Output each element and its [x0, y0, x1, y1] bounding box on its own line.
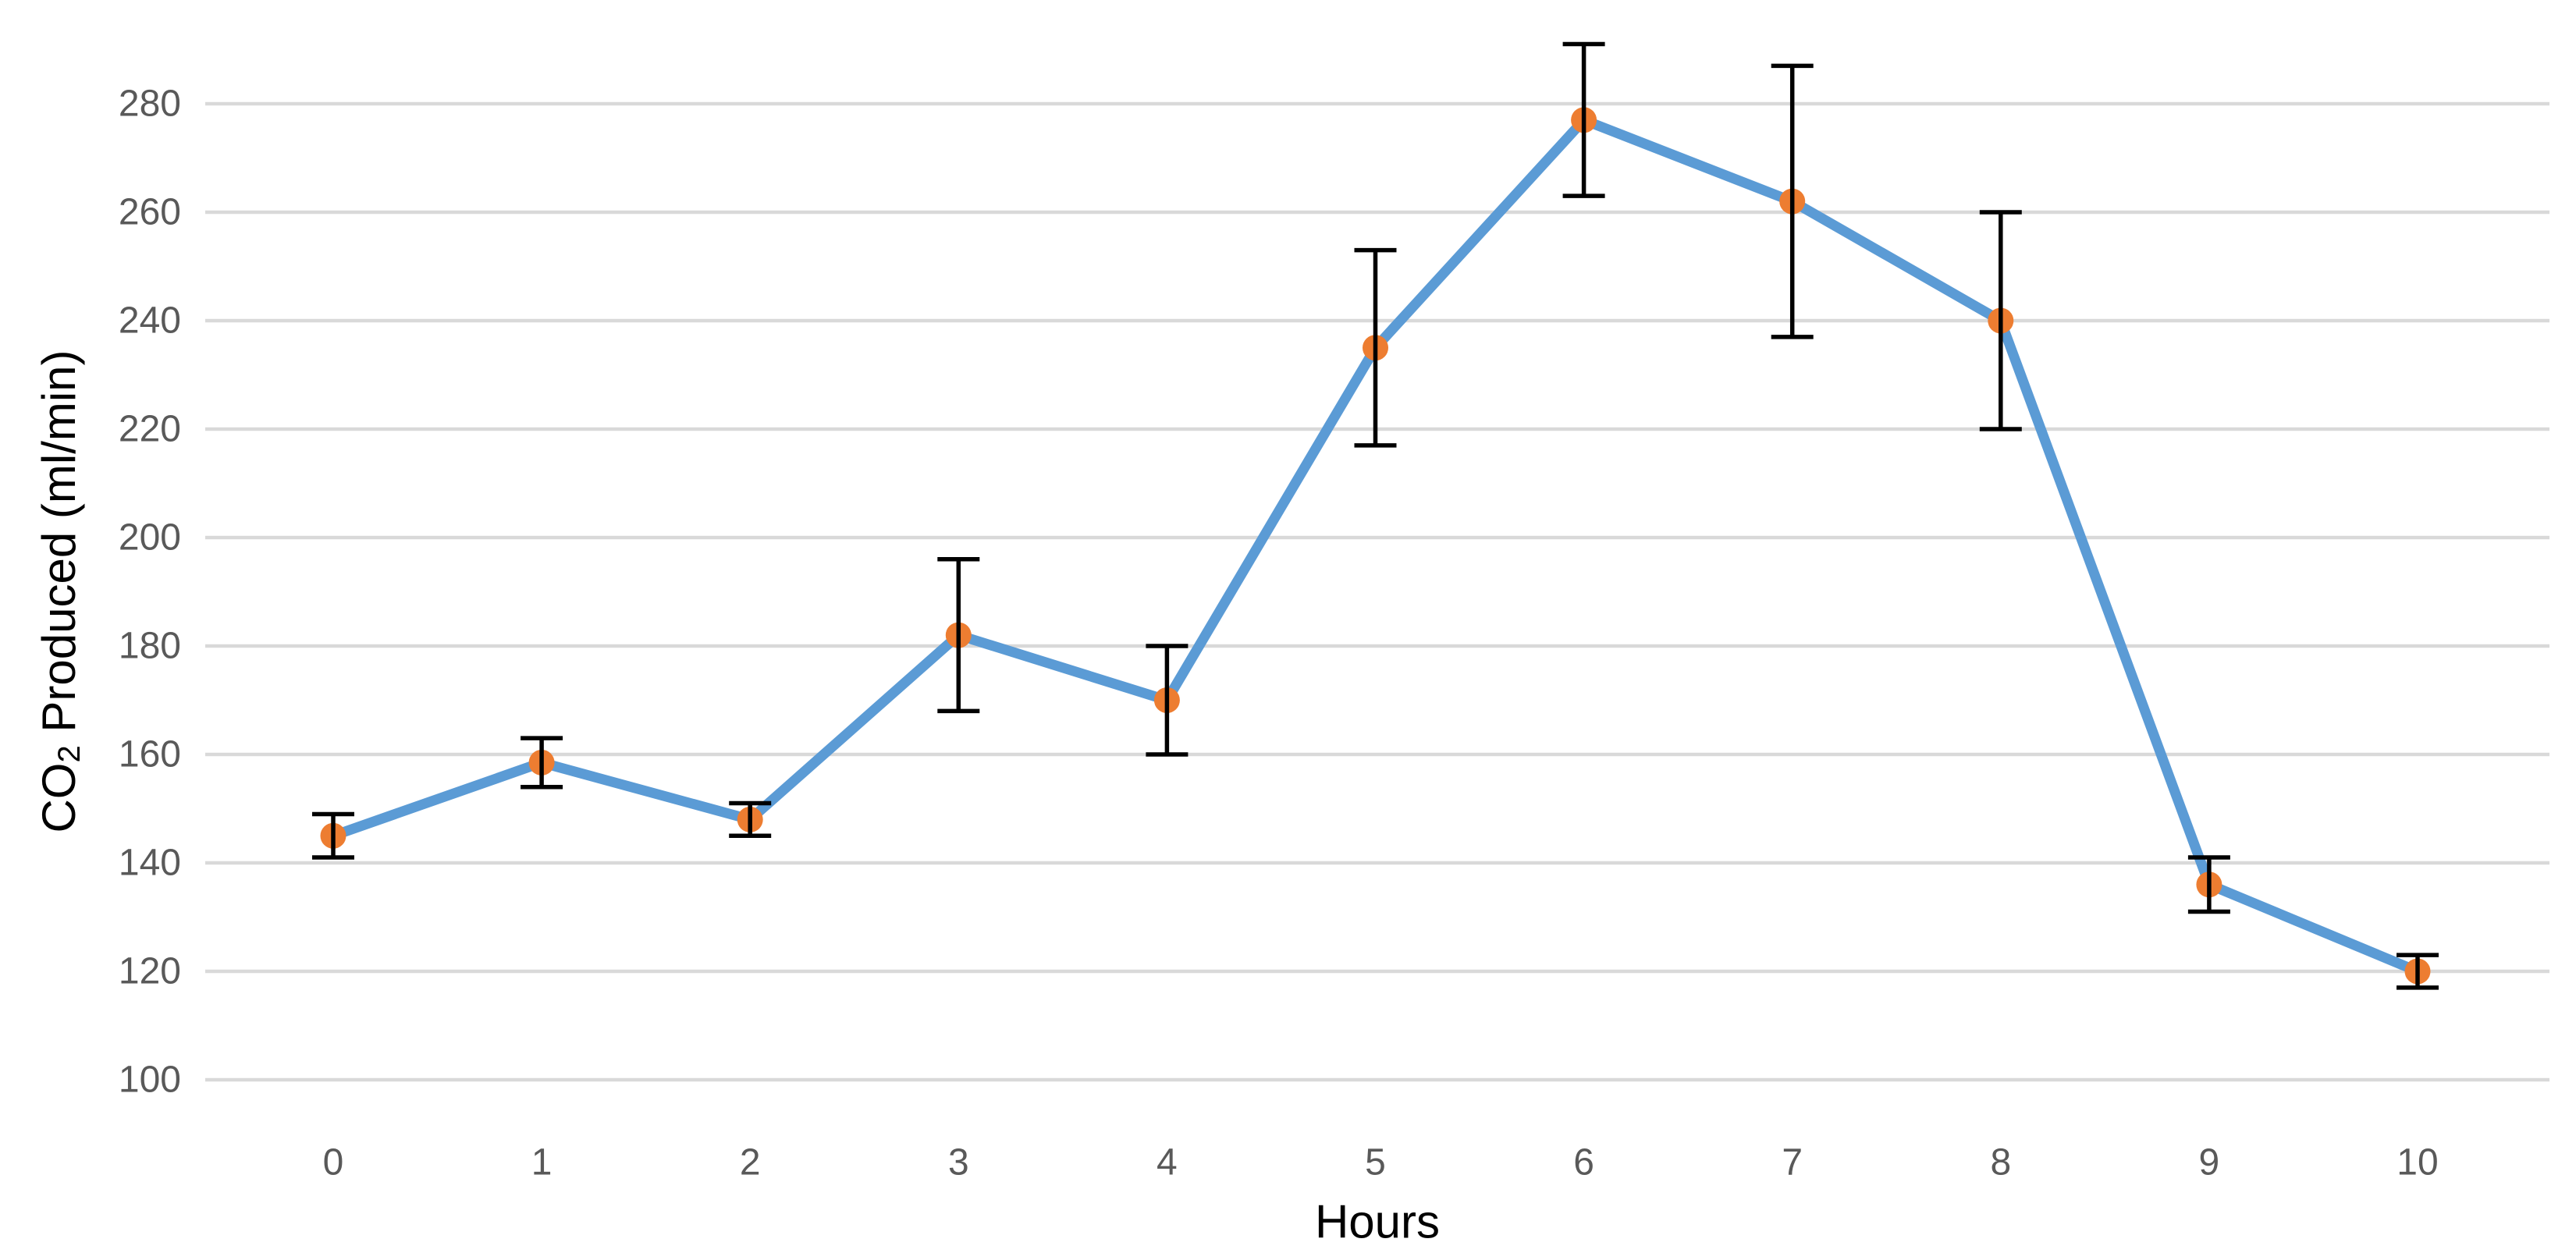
y-tick-label: 100	[119, 1059, 181, 1101]
x-tick-label: 7	[1782, 1142, 1803, 1184]
x-tick-label: 1	[531, 1142, 553, 1184]
error-bar	[937, 557, 980, 714]
gridlines	[205, 101, 2549, 1082]
error-bars	[312, 41, 2439, 990]
x-tick-label: 3	[948, 1142, 969, 1184]
y-tick-label: 140	[119, 843, 181, 884]
y-tick-label: 240	[119, 300, 181, 342]
y-axis-title: CO2 Produced (ml/min)	[33, 350, 87, 832]
y-tick-label: 260	[119, 192, 181, 233]
x-tick-label: 2	[740, 1142, 761, 1184]
x-tick-label: 10	[2397, 1142, 2438, 1184]
x-tick-label: 4	[1157, 1142, 1178, 1184]
x-tick-label: 6	[1573, 1142, 1594, 1184]
data-point-markers	[320, 107, 2431, 985]
error-bar	[1354, 247, 1397, 448]
x-axis-tick-labels: 0 1 2 3 4 5 6 7 8 9 10	[323, 1142, 2439, 1184]
error-bar	[729, 800, 772, 838]
y-tick-label: 120	[119, 951, 181, 992]
error-bar	[521, 736, 563, 790]
error-bar	[1146, 644, 1189, 757]
x-tick-label: 8	[1990, 1142, 2011, 1184]
x-tick-label: 9	[2199, 1142, 2220, 1184]
error-bar	[2187, 855, 2230, 914]
error-bar	[1979, 210, 2022, 431]
y-tick-label: 160	[119, 734, 181, 776]
error-bar	[1562, 41, 1605, 198]
series-polyline	[328, 115, 2423, 977]
y-tick-label: 280	[119, 83, 181, 125]
x-tick-label: 5	[1365, 1142, 1386, 1184]
y-tick-label: 200	[119, 517, 181, 559]
series-line	[328, 115, 2423, 977]
y-tick-label: 180	[119, 626, 181, 667]
x-axis-title: Hours	[1315, 1196, 1440, 1248]
error-bar	[1771, 63, 1814, 339]
error-bar	[312, 811, 354, 860]
x-tick-label: 0	[323, 1142, 344, 1184]
y-axis-tick-labels: 100 120 140 160 180 200 220 240 260 280	[119, 83, 181, 1101]
y-tick-label: 220	[119, 409, 181, 450]
error-bar	[2397, 953, 2439, 990]
